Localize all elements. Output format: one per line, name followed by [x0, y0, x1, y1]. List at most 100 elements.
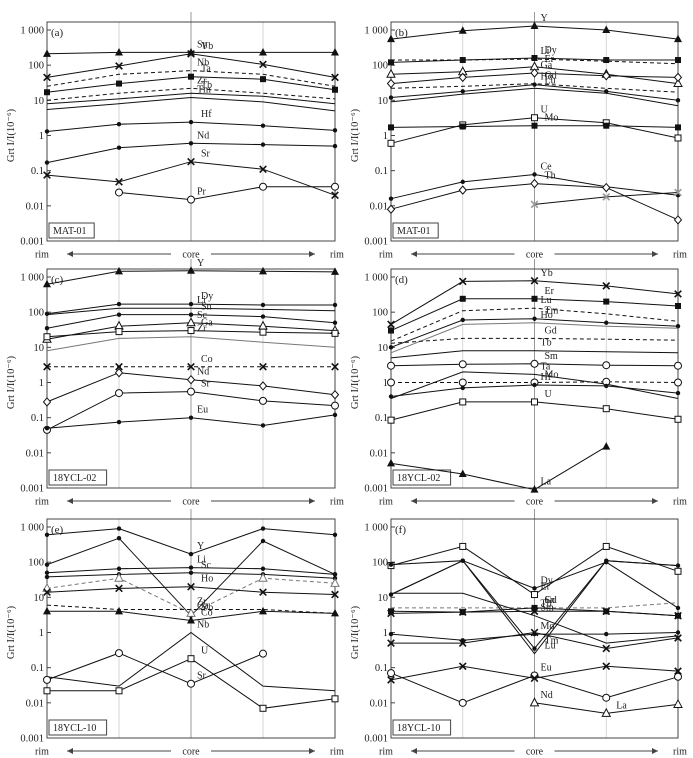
series-name-gd: Gd: [545, 325, 557, 336]
x-label-rim-right: rim: [673, 497, 687, 508]
marker-dot: [532, 586, 537, 591]
series-line: [46, 96, 336, 112]
chart-panel-6: 0.001 0.01 0.1 1 10 100 1 000 Grt I/I(10⁻⁶) rim c…: [350, 509, 687, 758]
sample-box-frame: [48, 719, 108, 736]
marker-dot: [675, 605, 681, 611]
series-name-la: La: [616, 700, 627, 711]
series-sr: Sr: [43, 649, 267, 688]
marker-dot: [260, 566, 266, 571]
marker-x: [187, 157, 195, 166]
series-name-sn: Sn: [545, 595, 556, 606]
y-axis-label: Grt I/I(10⁻⁶): [6, 108, 17, 162]
series-y: Y: [43, 258, 339, 288]
series-name-sr: Sr: [201, 149, 211, 160]
series-name-sn: Sn: [197, 39, 208, 50]
marker-triangle-open: [114, 572, 124, 582]
marker-circle: [43, 675, 51, 684]
marker-x: [602, 662, 611, 671]
marker-square: [44, 89, 50, 96]
series-la: La: [616, 700, 627, 711]
series-ta: Ta: [44, 64, 338, 96]
marker-square: [116, 80, 122, 87]
y-tick-label: 0.001: [20, 484, 44, 495]
marker-triangle-open: [601, 707, 612, 717]
marker-dot: [116, 536, 122, 541]
marker-triangle: [458, 469, 467, 478]
marker-diamond-open: [386, 204, 396, 215]
marker-square-open: [259, 704, 267, 712]
x-label-rim-left: rim: [379, 497, 393, 508]
marker-triangle: [187, 615, 195, 624]
marker-x: [187, 362, 195, 371]
series-name-la: La: [541, 477, 552, 488]
marker-dot: [532, 382, 537, 388]
marker-square-open: [459, 542, 467, 550]
series-line: [390, 322, 679, 354]
marker-circle: [115, 188, 123, 197]
plot-frame: [390, 518, 679, 739]
y-tick-label: 100: [372, 61, 388, 72]
series-tb: Tb: [390, 338, 679, 359]
series-yb: Yb: [387, 268, 682, 329]
marker-x: [259, 165, 267, 174]
y-tick-label: 1 000: [20, 273, 44, 284]
sample-box: 18YCL-02: [48, 469, 108, 486]
series-name-mo: Mo: [541, 621, 555, 632]
series-name-dy: Dy: [201, 291, 213, 302]
y-tick-label: 1: [39, 131, 44, 142]
marker-triangle: [387, 458, 395, 467]
marker-dot: [116, 121, 122, 127]
marker-diamond-open: [114, 367, 124, 378]
y-axis-label: Grt I/I(10⁻⁶): [350, 605, 361, 659]
series-line: [391, 58, 679, 65]
series-name-er: Er: [545, 54, 555, 65]
marker-x: [259, 588, 267, 597]
marker-dot: [332, 532, 338, 538]
marker-triangle: [43, 606, 51, 615]
series-name-tm: Tm: [545, 636, 559, 647]
marker-square: [531, 122, 538, 129]
marker-x: [602, 644, 611, 653]
marker-dot: [44, 532, 50, 538]
series-eu: Eu: [44, 405, 338, 431]
marker-dot: [260, 538, 266, 544]
series-lu: Lu: [390, 295, 679, 342]
y-tick-label: 10: [378, 593, 389, 604]
marker-dot: [675, 630, 681, 635]
series-line: [390, 337, 679, 344]
marker-dot: [188, 141, 194, 146]
marker-triangle: [387, 34, 395, 43]
series-lu: Lu: [390, 75, 679, 107]
series-name-ta: Ta: [541, 361, 551, 372]
series-ho: Ho: [388, 72, 681, 103]
series-unlabeled: [530, 188, 682, 209]
x-label-core: core: [182, 250, 200, 261]
marker-triangle: [115, 266, 123, 275]
marker-dot: [388, 394, 394, 399]
marker-dot: [675, 323, 681, 329]
marker-diamond-open: [330, 389, 340, 400]
marker-square: [459, 295, 466, 302]
series-name-eu: Eu: [197, 405, 208, 416]
series-line: [390, 446, 607, 491]
series-name-sm: Sm: [541, 603, 555, 614]
marker-x: [674, 634, 682, 642]
marker-square-open: [602, 405, 610, 413]
marker-square: [459, 609, 466, 616]
series-name-ho: Ho: [541, 310, 553, 321]
series-name-mo: Mo: [545, 113, 559, 124]
series-nd: Nd: [44, 130, 338, 165]
series-li: Li: [44, 555, 338, 577]
y-tick-label: 0.001: [364, 484, 388, 495]
marker-dot: [188, 119, 194, 125]
marker-dot: [332, 128, 338, 133]
series-name-zr: Zr: [197, 324, 207, 335]
marker-dot: [260, 526, 266, 531]
series-sm: Sm: [391, 592, 679, 644]
x-label-rim-right: rim: [673, 250, 687, 261]
marker-x: [43, 73, 51, 82]
y-tick-label: 0.001: [20, 237, 44, 248]
series-name-sr: Sr: [201, 379, 211, 390]
marker-square-open: [531, 398, 538, 406]
